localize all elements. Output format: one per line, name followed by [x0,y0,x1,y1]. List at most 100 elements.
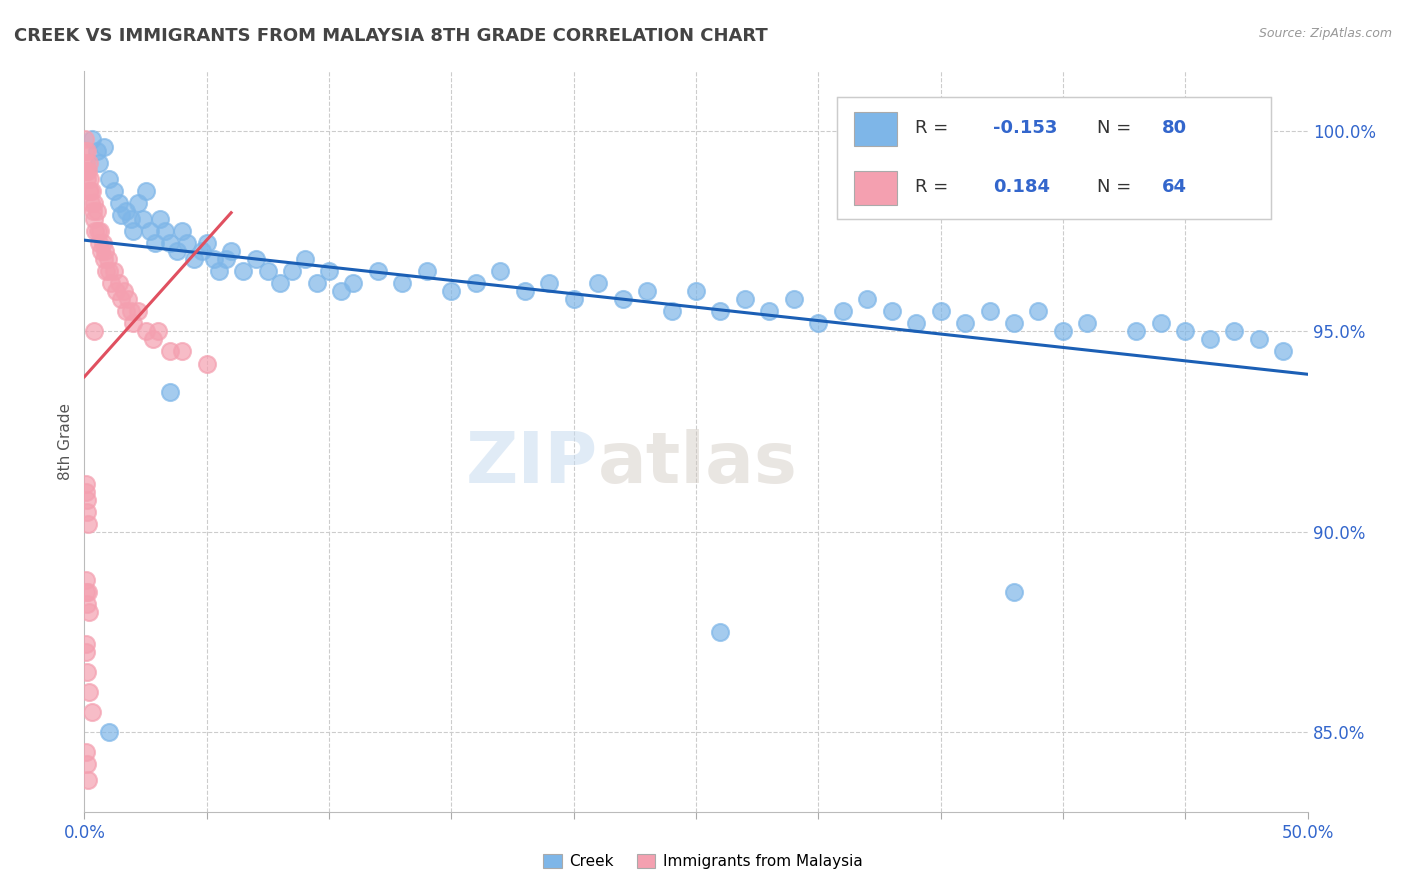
Point [122,317,145,331]
Point [77,584,100,599]
Point [97,264,120,278]
Point [1125,325,1147,339]
Point [831,304,853,318]
Point [91,236,114,251]
Point [856,293,879,307]
Point [75,745,97,759]
Point [1028,304,1050,318]
Point [77,772,100,787]
Point [245,252,267,267]
Point [80,196,103,211]
Point [807,317,830,331]
Point [269,277,291,291]
Point [115,304,138,318]
Point [953,317,976,331]
Point [159,236,181,251]
Point [90,244,112,259]
Point [1002,584,1025,599]
Point [79,172,101,186]
Point [83,196,105,211]
Point [612,293,634,307]
Point [76,597,98,611]
Point [685,285,707,299]
Point [93,252,115,267]
Point [76,756,98,771]
Point [75,156,97,170]
Point [82,204,104,219]
Point [122,224,145,238]
Point [110,293,132,307]
Y-axis label: 8th Grade: 8th Grade [58,403,73,480]
Point [159,344,181,359]
Point [80,705,103,719]
Point [76,505,98,519]
Point [257,264,280,278]
Point [87,156,110,170]
Point [75,476,97,491]
Legend: Creek, Immigrants from Malaysia: Creek, Immigrants from Malaysia [537,848,869,875]
Point [75,573,97,587]
Point [440,285,463,299]
Point [77,516,100,531]
Point [281,264,304,278]
Point [1174,325,1197,339]
Point [77,156,100,170]
Point [107,196,129,211]
Point [1052,325,1074,339]
Text: CREEK VS IMMIGRANTS FROM MALAYSIA 8TH GRADE CORRELATION CHART: CREEK VS IMMIGRANTS FROM MALAYSIA 8TH GR… [14,27,768,45]
Point [979,304,1001,318]
Point [215,252,238,267]
Point [86,145,108,159]
Point [232,264,254,278]
Point [636,285,658,299]
Point [75,164,97,178]
Point [76,145,98,159]
Point [661,304,683,318]
Point [172,344,194,359]
Point [219,244,242,259]
Point [330,285,353,299]
Point [709,624,731,639]
Point [127,304,149,318]
Text: ZIP: ZIP [465,429,598,499]
Point [183,252,205,267]
Point [758,304,780,318]
Point [110,209,132,223]
Point [1198,333,1220,347]
Point [105,285,128,299]
Point [73,145,96,159]
Point [208,264,231,278]
Point [783,293,806,307]
Point [367,264,389,278]
Point [149,212,172,227]
Point [135,325,157,339]
Point [905,317,928,331]
Point [146,325,169,339]
Point [416,264,439,278]
Point [79,185,101,199]
Point [513,285,536,299]
Point [115,204,138,219]
Point [143,236,166,251]
Point [75,132,97,146]
Text: atlas: atlas [598,429,799,499]
Point [120,212,142,227]
Point [1247,333,1270,347]
Point [132,212,155,227]
Point [120,304,142,318]
Point [89,224,111,238]
Point [97,172,120,186]
Point [191,244,214,259]
Point [87,236,110,251]
Point [709,304,731,318]
Point [1076,317,1098,331]
Point [77,164,100,178]
Point [76,492,98,507]
Point [176,236,198,251]
Point [202,252,225,267]
Point [97,724,120,739]
Point [83,212,105,227]
Point [294,252,316,267]
Point [75,584,97,599]
Point [929,304,952,318]
